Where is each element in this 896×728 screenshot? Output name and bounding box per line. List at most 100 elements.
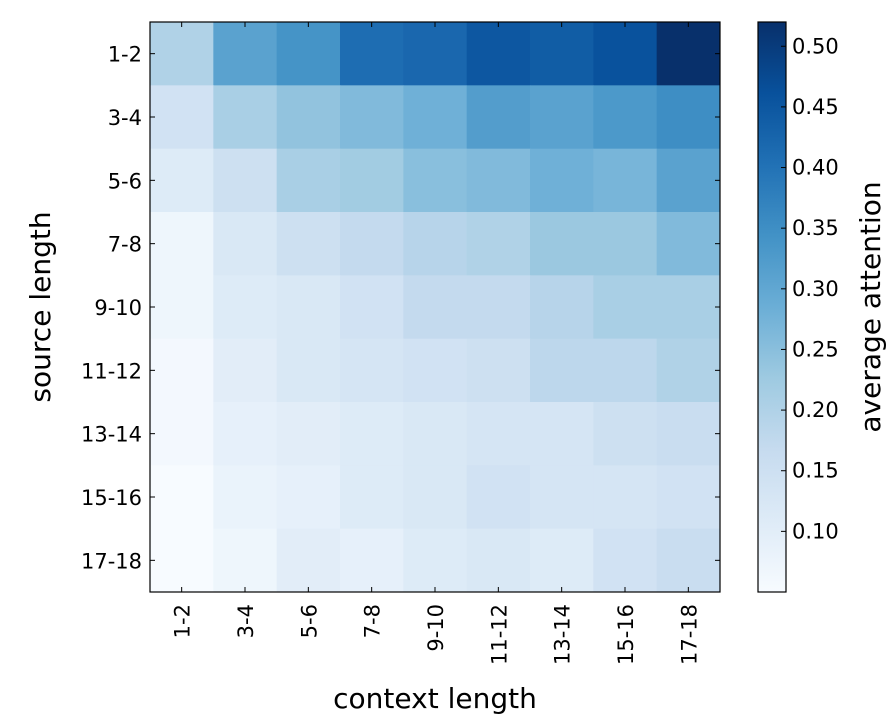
y-tick-label: 7-8 xyxy=(108,233,142,257)
heatmap-cell xyxy=(466,465,531,530)
heatmap-cell xyxy=(150,148,214,213)
heatmap-cell xyxy=(276,212,341,276)
x-tick-label: 3-4 xyxy=(234,604,258,638)
colorbar-tick-label: 0.35 xyxy=(792,216,839,240)
heatmap-cell xyxy=(340,338,404,403)
heatmap-cell xyxy=(593,275,658,340)
heatmap-cell xyxy=(213,465,278,530)
heatmap-cell xyxy=(150,528,214,593)
heatmap-cell xyxy=(340,402,404,466)
heatmap-cell xyxy=(403,528,468,593)
heatmap-cell xyxy=(150,22,214,86)
heatmap-cell xyxy=(466,148,531,213)
heatmap-cell xyxy=(403,402,468,466)
heatmap-cell xyxy=(403,148,468,213)
heatmap-cell xyxy=(213,212,278,276)
heatmap-cell xyxy=(656,528,721,593)
y-tick-label: 3-4 xyxy=(108,106,142,130)
heatmap-cell xyxy=(213,85,278,150)
heatmap-cell xyxy=(276,85,341,150)
heatmap-cell xyxy=(593,212,658,276)
x-tick-label: 15-16 xyxy=(614,604,638,665)
heatmap-cell xyxy=(150,212,214,276)
heatmap-cell xyxy=(656,22,721,86)
colorbar-tick-label: 0.10 xyxy=(792,519,839,543)
heatmap-cell xyxy=(656,85,721,150)
x-tick-label: 1-2 xyxy=(171,604,195,638)
heatmap-cell xyxy=(530,275,594,340)
heatmap-cell xyxy=(530,148,594,213)
heatmap-cell xyxy=(656,148,721,213)
heatmap-cell xyxy=(593,85,658,150)
colorbar-tick-label: 0.50 xyxy=(792,34,839,58)
heatmap-cell xyxy=(276,338,341,403)
heatmap-cell xyxy=(340,465,404,530)
heatmap-cell xyxy=(150,338,214,403)
heatmap-cell xyxy=(403,465,468,530)
heatmap-cell xyxy=(213,338,278,403)
colorbar-ticks: 0.10 0.15 0.20 0.25 0.30 0.35 0.40 0.45 0.50 xyxy=(781,34,839,543)
heatmap-cell xyxy=(340,85,404,150)
heatmap-cell xyxy=(150,465,214,530)
heatmap-cell xyxy=(593,402,658,466)
y-tick-label: 15-16 xyxy=(81,486,142,510)
heatmap-cell xyxy=(213,402,278,466)
heatmap-cell xyxy=(276,528,341,593)
heatmap-cell xyxy=(403,22,468,86)
heatmap-cell xyxy=(213,22,278,86)
heatmap-cell xyxy=(276,148,341,213)
heatmap-cell xyxy=(530,528,594,593)
heatmap-cell xyxy=(530,465,594,530)
colorbar-label: average attention xyxy=(854,181,887,432)
x-tick-label: 13-14 xyxy=(551,604,575,665)
heatmap-cell xyxy=(213,528,278,593)
heatmap-cell xyxy=(403,338,468,403)
heatmap-cell xyxy=(150,275,214,340)
heatmap-cell xyxy=(340,148,404,213)
x-tick-label: 7-8 xyxy=(361,604,385,638)
y-tick-label: 5-6 xyxy=(108,169,142,193)
heatmap-cell xyxy=(403,212,468,276)
y-tick-labels: 1-2 3-4 5-6 7-8 9-10 11-12 13-14 15-16 17-18 xyxy=(81,43,142,574)
x-tick-label: 5-6 xyxy=(297,604,321,638)
colorbar xyxy=(757,21,787,593)
x-tick-label: 9-10 xyxy=(424,604,448,652)
heatmap-cell xyxy=(656,212,721,276)
heatmap-cell xyxy=(213,148,278,213)
heatmap-cell xyxy=(466,402,531,466)
heatmap-cell xyxy=(530,85,594,150)
heatmap-cell xyxy=(340,528,404,593)
axis-ticks xyxy=(150,22,720,592)
heatmap-cell xyxy=(656,402,721,466)
y-tick-label: 1-2 xyxy=(108,43,142,67)
heatmap-cell xyxy=(403,85,468,150)
heatmap-cell xyxy=(466,338,531,403)
heatmap-cell xyxy=(593,148,658,213)
x-tick-label: 11-12 xyxy=(487,604,511,665)
heatmap-cell xyxy=(593,22,658,86)
y-tick-label: 17-18 xyxy=(81,549,142,573)
x-axis-label: context length xyxy=(333,682,537,715)
y-tick-label: 11-12 xyxy=(81,359,142,383)
y-tick-label: 13-14 xyxy=(81,423,142,447)
colorbar-tick-label: 0.30 xyxy=(792,277,839,301)
y-axis-label: source length xyxy=(24,211,57,402)
colorbar-tick-label: 0.25 xyxy=(792,337,839,361)
colorbar-tick-label: 0.40 xyxy=(792,156,839,180)
heatmap-cell xyxy=(150,402,214,466)
colorbar-tick-label: 0.20 xyxy=(792,398,839,422)
heatmap-cell xyxy=(530,338,594,403)
heatmap-cell xyxy=(276,275,341,340)
heatmap-cell xyxy=(593,338,658,403)
heatmap-cell xyxy=(340,22,404,86)
heatmap-cell xyxy=(530,212,594,276)
heatmap-cell xyxy=(150,85,214,150)
x-tick-labels: 1-2 3-4 5-6 7-8 9-10 11-12 13-14 15-16 17-18 xyxy=(171,604,702,665)
heatmap-cell xyxy=(466,22,531,86)
heatmap-cell xyxy=(466,212,531,276)
heatmap-cell xyxy=(213,275,278,340)
heatmap-cell xyxy=(276,402,341,466)
heatmap-cell xyxy=(466,85,531,150)
y-tick-label: 9-10 xyxy=(94,296,142,320)
